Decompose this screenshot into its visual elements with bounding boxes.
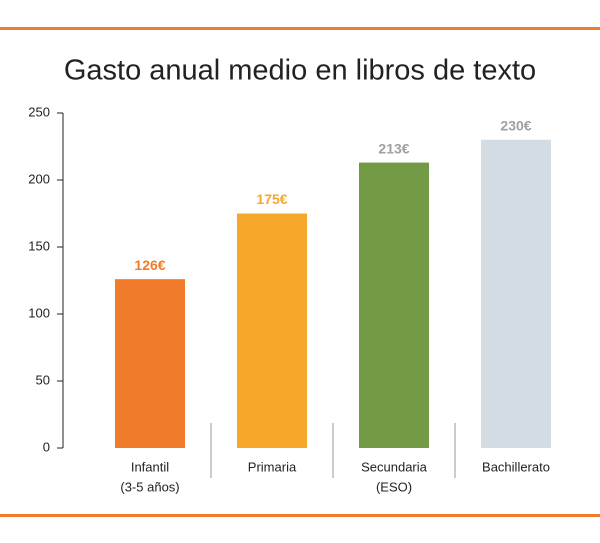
y-tick-label: 50 — [36, 372, 50, 387]
x-tick-label: Secundaria — [361, 459, 428, 474]
x-tick-label: Bachillerato — [482, 459, 550, 474]
bar — [481, 139, 551, 449]
value-label: 175€ — [256, 191, 287, 207]
value-label: 213€ — [378, 140, 409, 156]
x-tick-label: Infantil — [131, 459, 169, 474]
bar — [359, 162, 429, 448]
bar — [115, 279, 185, 448]
y-tick-label: 0 — [43, 439, 50, 454]
x-tick-label: (3-5 años) — [120, 479, 179, 494]
value-label: 126€ — [134, 257, 165, 273]
bottom-rule — [0, 514, 600, 517]
y-tick-label: 100 — [28, 305, 50, 320]
y-tick-label: 150 — [28, 238, 50, 253]
x-tick-label: (ESO) — [376, 479, 412, 494]
x-tick-label: Primaria — [248, 459, 297, 474]
y-tick-label: 200 — [28, 171, 50, 186]
top-rule — [0, 27, 600, 30]
bar — [237, 213, 307, 448]
y-tick-label: 250 — [28, 104, 50, 119]
value-label: 230€ — [500, 118, 531, 134]
chart-title: Gasto anual medio en libros de texto — [64, 55, 536, 87]
